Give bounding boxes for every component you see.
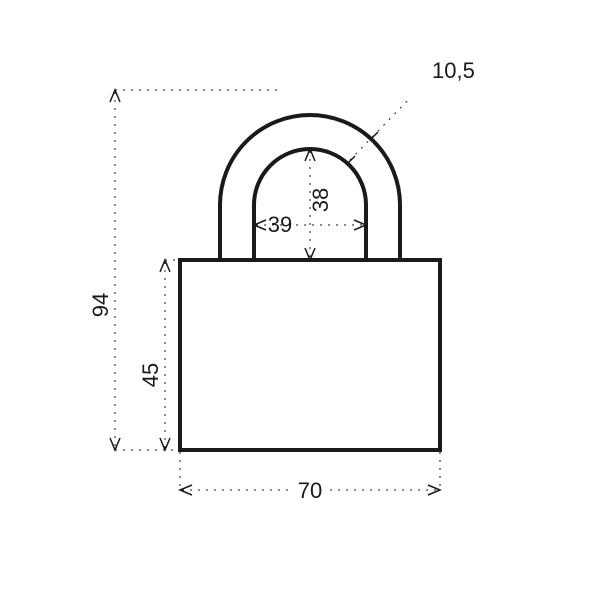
dim-shackle-inner-height: 38 <box>305 149 333 260</box>
dim-overall-height: 94 <box>88 90 280 450</box>
dim-shackle-inner-width-label: 39 <box>268 212 292 237</box>
dim-body-height: 45 <box>138 260 178 450</box>
padlock-body <box>180 260 440 450</box>
dim-shackle-inner-height-label: 38 <box>308 188 333 212</box>
dim-body-height-label: 45 <box>138 363 163 387</box>
dim-shackle-thickness-label: 10,5 <box>432 58 475 83</box>
padlock-diagram: 94 45 70 39 38 10,5 <box>0 0 600 600</box>
dim-body-width-label: 70 <box>298 478 322 503</box>
dim-shackle-thickness: 10,5 <box>347 58 475 164</box>
dim-body-width: 70 <box>180 452 440 503</box>
dim-overall-height-label: 94 <box>88 293 113 317</box>
